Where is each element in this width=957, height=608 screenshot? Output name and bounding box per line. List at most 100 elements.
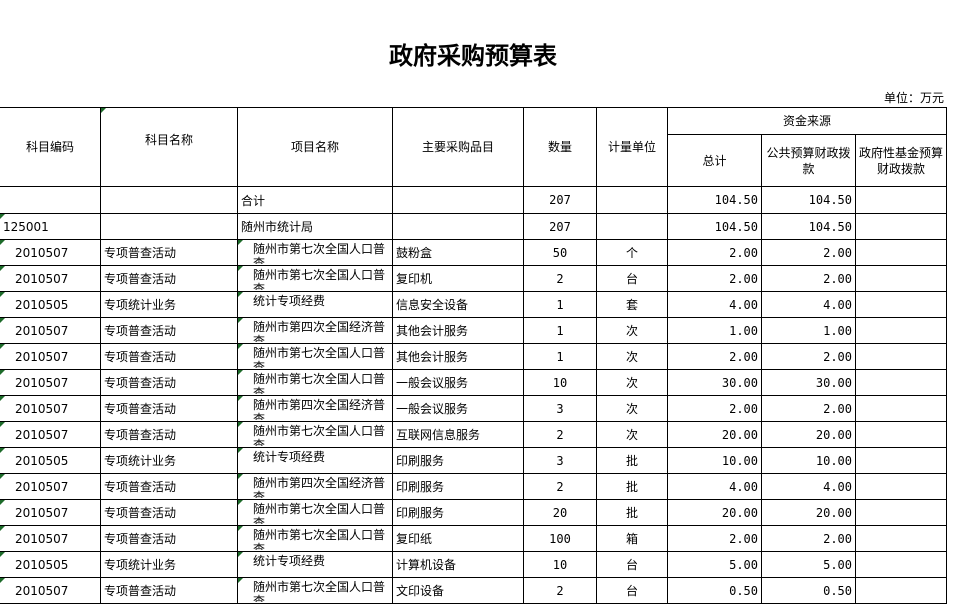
gov-fund-cell [855, 239, 947, 266]
total-cell: 2.00 [667, 395, 762, 422]
table-row: 2010507 专项普查活动 随州市第七次全国人口普查 一般会议服务 10 次 30.00 3… [0, 369, 947, 396]
purchase-item-cell: 信息安全设备 [392, 291, 524, 318]
measure-unit-cell: 次 [596, 343, 668, 370]
project-name-text: 统计专项经费 [253, 450, 326, 464]
project-name-cell: 随州市第四次全国经济普查 [237, 317, 393, 344]
project-name-cell: 统计专项经费 [237, 551, 393, 578]
quantity-cell: 2 [523, 473, 597, 500]
public-budget-cell: 5.00 [761, 551, 856, 578]
public-budget-cell: 4.00 [761, 291, 856, 318]
public-budget-cell: 2.00 [761, 265, 856, 292]
page-title: 政府采购预算表 [389, 41, 557, 70]
quantity-cell: 50 [523, 239, 597, 266]
budget-table: 科目编码 科目名称 项目名称 主要采购品目 数量 计量单位 资金来源 总计 公共… [0, 107, 947, 604]
total-cell: 4.00 [667, 291, 762, 318]
measure-unit-cell: 箱 [596, 525, 668, 552]
purchase-item-cell: 一般会议服务 [392, 369, 524, 396]
gov-fund-cell [855, 577, 947, 604]
measure-unit-cell: 批 [596, 473, 668, 500]
gov-fund-cell [855, 525, 947, 552]
total-cell: 20.00 [667, 421, 762, 448]
quantity-cell: 10 [523, 551, 597, 578]
public-budget-cell: 30.00 [761, 369, 856, 396]
public-budget-cell: 2.00 [761, 343, 856, 370]
subject-name-cell: 专项统计业务 [100, 291, 238, 318]
quantity-cell: 3 [523, 395, 597, 422]
measure-unit-cell: 次 [596, 421, 668, 448]
quantity-cell: 20 [523, 499, 597, 526]
table-row: 2010507 专项普查活动 随州市第七次全国人口普查 文印设备 2 台 0.50 0.50 [0, 577, 947, 604]
project-name-text: 统计专项经费 [253, 554, 326, 568]
public-budget-cell: 2.00 [761, 525, 856, 552]
header-item: 主要采购品目 [392, 107, 524, 187]
quantity-cell: 207 [523, 213, 597, 240]
table-row: 2010507 专项普查活动 随州市第七次全国人口普查 其他会计服务 1 次 2.00 2.0… [0, 343, 947, 370]
header-total: 总计 [667, 134, 762, 187]
public-budget-cell: 104.50 [761, 186, 856, 214]
table-row: 2010505 专项统计业务 统计专项经费 计算机设备 10 台 5.00 5.00 [0, 551, 947, 578]
project-name-text: 统计专项经费 [253, 294, 326, 308]
purchase-item-cell: 一般会议服务 [392, 395, 524, 422]
subject-name-cell: 专项普查活动 [100, 473, 238, 500]
project-name-text: 随州市第七次全国人口普查 [253, 346, 386, 368]
gov-fund-cell [855, 343, 947, 370]
table-row: 2010507 专项普查活动 随州市第四次全国经济普查 印刷服务 2 批 4.00 4.00 [0, 473, 947, 500]
table-row: 2010507 专项普查活动 随州市第七次全国人口普查 互联网信息服务 2 次 20.00 2… [0, 421, 947, 448]
public-budget-cell: 20.00 [761, 421, 856, 448]
project-name-cell: 统计专项经费 [237, 447, 393, 474]
total-cell: 0.50 [667, 577, 762, 604]
subject-code-cell: 2010505 [0, 551, 101, 578]
public-budget-cell: 4.00 [761, 473, 856, 500]
project-name-text: 随州市第四次全国经济普查 [253, 398, 386, 420]
gov-fund-cell [855, 499, 947, 526]
subject-name-cell [100, 213, 238, 240]
quantity-cell: 2 [523, 421, 597, 448]
public-budget-cell: 2.00 [761, 395, 856, 422]
measure-unit-cell: 次 [596, 317, 668, 344]
subject-code-cell: 2010507 [0, 395, 101, 422]
gov-fund-cell [855, 291, 947, 318]
table-row: 2010505 专项统计业务 统计专项经费 信息安全设备 1 套 4.00 4.00 [0, 291, 947, 318]
gov-fund-cell [855, 447, 947, 474]
project-name-text: 随州市第七次全国人口普查 [253, 528, 386, 550]
gov-fund-cell [855, 317, 947, 344]
gov-fund-cell [855, 265, 947, 292]
table-row: 2010507 专项普查活动 随州市第七次全国人口普查 复印机 2 台 2.00 2.00 [0, 265, 947, 292]
public-budget-cell: 20.00 [761, 499, 856, 526]
public-budget-cell: 10.00 [761, 447, 856, 474]
measure-unit-cell [596, 186, 668, 214]
table-row: 合计 207 104.50 104.50 [0, 186, 947, 214]
header-public: 公共预算财政拨款 [761, 134, 856, 187]
project-name-cell: 随州市第七次全国人口普查 [237, 577, 393, 604]
subject-code-cell: 2010505 [0, 447, 101, 474]
project-name-text: 随州市第七次全国人口普查 [253, 502, 386, 524]
project-name-text: 随州市第七次全国人口普查 [253, 424, 386, 446]
purchase-item-cell: 印刷服务 [392, 473, 524, 500]
measure-unit-cell: 台 [596, 265, 668, 292]
subject-code-cell: 2010505 [0, 291, 101, 318]
quantity-cell: 2 [523, 577, 597, 604]
gov-fund-cell [855, 186, 947, 214]
total-cell: 104.50 [667, 186, 762, 214]
subject-name-cell: 专项普查活动 [100, 499, 238, 526]
header-code: 科目编码 [0, 107, 101, 187]
quantity-cell: 1 [523, 343, 597, 370]
purchase-item-cell [392, 186, 524, 214]
quantity-cell: 207 [523, 186, 597, 214]
header-funding: 资金来源 [667, 107, 947, 135]
total-cell: 30.00 [667, 369, 762, 396]
public-budget-cell: 2.00 [761, 239, 856, 266]
subject-code-cell: 2010507 [0, 473, 101, 500]
subject-name-cell: 专项普查活动 [100, 343, 238, 370]
project-name-cell: 随州市第七次全国人口普查 [237, 343, 393, 370]
table-row: 2010505 专项统计业务 统计专项经费 印刷服务 3 批 10.00 10.00 [0, 447, 947, 474]
gov-fund-cell [855, 421, 947, 448]
table-row: 2010507 专项普查活动 随州市第四次全国经济普查 一般会议服务 3 次 2.00 2.0… [0, 395, 947, 422]
project-name-cell: 随州市第四次全国经济普查 [237, 473, 393, 500]
purchase-item-cell: 其他会计服务 [392, 343, 524, 370]
header-measure: 计量单位 [596, 107, 668, 187]
total-cell: 2.00 [667, 525, 762, 552]
purchase-item-cell: 印刷服务 [392, 447, 524, 474]
purchase-item-cell: 复印纸 [392, 525, 524, 552]
project-name-text: 随州市第四次全国经济普查 [253, 476, 386, 498]
